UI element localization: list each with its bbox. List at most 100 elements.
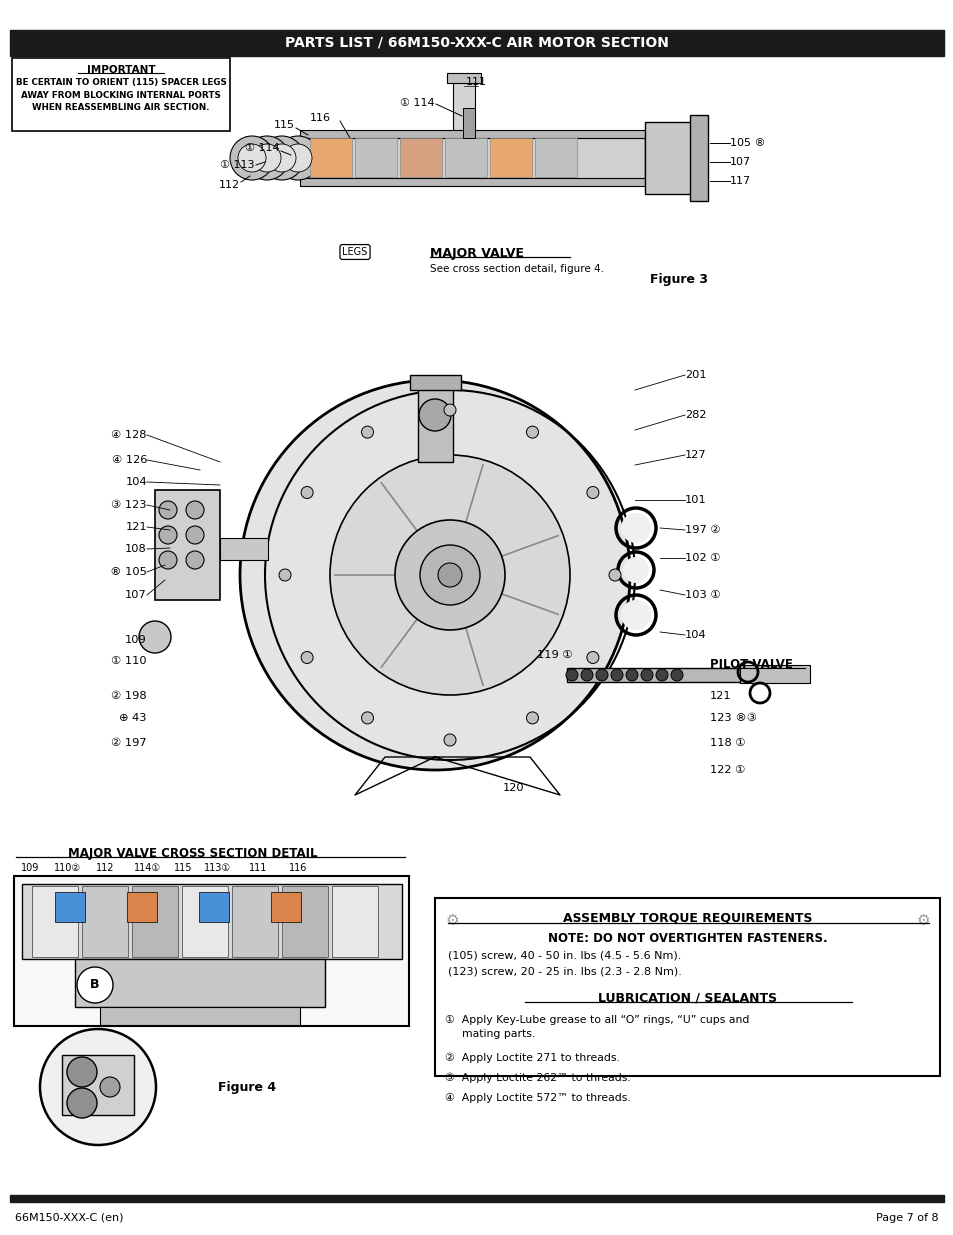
Bar: [444, 138, 486, 177]
Text: 110②: 110②: [54, 863, 81, 873]
Text: ① 114: ① 114: [400, 98, 435, 107]
Bar: [132, 885, 178, 957]
Bar: [271, 892, 301, 923]
Bar: [435, 898, 939, 1076]
Text: LUBRICATION / SEALANTS: LUBRICATION / SEALANTS: [598, 992, 777, 1004]
Text: PARTS LIST / 66M150-XXX-C AIR MOTOR SECTION: PARTS LIST / 66M150-XXX-C AIR MOTOR SECT…: [285, 36, 668, 49]
Text: MAJOR VALVE CROSS SECTION DETAIL: MAJOR VALVE CROSS SECTION DETAIL: [68, 846, 317, 860]
Circle shape: [622, 557, 648, 583]
Text: ④  Apply Loctite 572™ to threads.: ④ Apply Loctite 572™ to threads.: [444, 1093, 630, 1103]
Circle shape: [610, 669, 622, 680]
Text: AWAY FROM BLOCKING INTERNAL PORTS: AWAY FROM BLOCKING INTERNAL PORTS: [21, 90, 221, 100]
Text: 107: 107: [729, 157, 750, 167]
Circle shape: [580, 669, 593, 680]
Text: PILOT VALVE: PILOT VALVE: [709, 658, 792, 672]
Circle shape: [330, 454, 569, 695]
Text: ①  Apply Key-Lube grease to all “O” rings, “U” cups and: ① Apply Key-Lube grease to all “O” rings…: [444, 1015, 749, 1025]
Bar: [10, 1195, 943, 1202]
Circle shape: [418, 399, 451, 431]
Bar: [410, 375, 460, 390]
Circle shape: [253, 144, 281, 172]
Text: ④ 126: ④ 126: [112, 454, 147, 466]
Text: 109: 109: [125, 635, 147, 645]
Circle shape: [260, 136, 304, 180]
Text: 116: 116: [289, 863, 307, 873]
Circle shape: [437, 563, 461, 587]
Circle shape: [361, 426, 374, 438]
Circle shape: [620, 513, 650, 543]
Bar: [220, 538, 268, 559]
Text: 119 ①: 119 ①: [537, 650, 572, 659]
Text: 101: 101: [684, 495, 706, 505]
Text: NOTE: DO NOT OVERTIGHTEN FASTENERS.: NOTE: DO NOT OVERTIGHTEN FASTENERS.: [548, 931, 827, 945]
Circle shape: [361, 711, 374, 724]
Text: BE CERTAIN TO ORIENT (115) SPACER LEGS: BE CERTAIN TO ORIENT (115) SPACER LEGS: [15, 79, 226, 88]
Circle shape: [640, 669, 652, 680]
Text: 197 ②: 197 ②: [684, 525, 720, 535]
Circle shape: [100, 1077, 120, 1097]
Text: 115: 115: [274, 120, 294, 130]
Bar: [299, 130, 644, 138]
Circle shape: [268, 144, 295, 172]
Bar: [332, 885, 377, 957]
Bar: [355, 138, 396, 177]
Text: 120: 120: [502, 783, 524, 793]
Bar: [10, 30, 943, 56]
Circle shape: [395, 520, 504, 630]
Circle shape: [245, 136, 289, 180]
Circle shape: [656, 669, 667, 680]
Circle shape: [284, 144, 312, 172]
Text: LEGS: LEGS: [342, 247, 367, 257]
Bar: [100, 1007, 299, 1025]
Text: 109: 109: [21, 863, 39, 873]
Circle shape: [275, 136, 319, 180]
Text: IMPORTANT: IMPORTANT: [87, 65, 155, 75]
Circle shape: [586, 487, 598, 499]
Circle shape: [526, 426, 537, 438]
Text: ② 198: ② 198: [112, 692, 147, 701]
Circle shape: [565, 669, 578, 680]
Bar: [232, 885, 277, 957]
Bar: [75, 960, 325, 1007]
Text: 112: 112: [218, 180, 240, 190]
Circle shape: [230, 136, 274, 180]
Text: ③  Apply Loctite 262™ to threads.: ③ Apply Loctite 262™ to threads.: [444, 1073, 630, 1083]
Bar: [399, 138, 441, 177]
Text: 104: 104: [684, 630, 706, 640]
Circle shape: [596, 669, 607, 680]
Circle shape: [240, 380, 629, 769]
Bar: [566, 668, 741, 682]
Bar: [55, 892, 85, 923]
Bar: [299, 178, 644, 186]
Circle shape: [186, 501, 204, 519]
Text: (123) screw, 20 - 25 in. lbs (2.3 - 2.8 Nm).: (123) screw, 20 - 25 in. lbs (2.3 - 2.8 …: [448, 967, 681, 977]
Bar: [310, 138, 352, 177]
Text: ② 197: ② 197: [112, 739, 147, 748]
Text: ① 113: ① 113: [220, 161, 254, 170]
Text: MAJOR VALVE: MAJOR VALVE: [430, 247, 523, 259]
Circle shape: [419, 545, 479, 605]
Circle shape: [159, 526, 177, 543]
Bar: [740, 664, 809, 683]
Circle shape: [301, 487, 313, 499]
Text: (105) screw, 40 - 50 in. lbs (4.5 - 5.6 Nm).: (105) screw, 40 - 50 in. lbs (4.5 - 5.6 …: [448, 950, 680, 960]
Bar: [282, 885, 328, 957]
Circle shape: [77, 967, 112, 1003]
Bar: [535, 138, 577, 177]
Bar: [82, 885, 128, 957]
Text: ②  Apply Loctite 271 to threads.: ② Apply Loctite 271 to threads.: [444, 1052, 619, 1063]
Circle shape: [67, 1057, 97, 1087]
Text: ® 105: ® 105: [110, 567, 147, 577]
Text: 123 ®③: 123 ®③: [709, 713, 757, 722]
Text: 111: 111: [249, 863, 267, 873]
Bar: [644, 122, 695, 194]
Circle shape: [586, 652, 598, 663]
Bar: [453, 75, 475, 143]
Bar: [462, 107, 475, 138]
Circle shape: [620, 600, 650, 630]
Text: 105 ®: 105 ®: [729, 138, 764, 148]
Circle shape: [186, 526, 204, 543]
Text: ③ 123: ③ 123: [112, 500, 147, 510]
Bar: [689, 115, 707, 201]
Circle shape: [186, 551, 204, 569]
